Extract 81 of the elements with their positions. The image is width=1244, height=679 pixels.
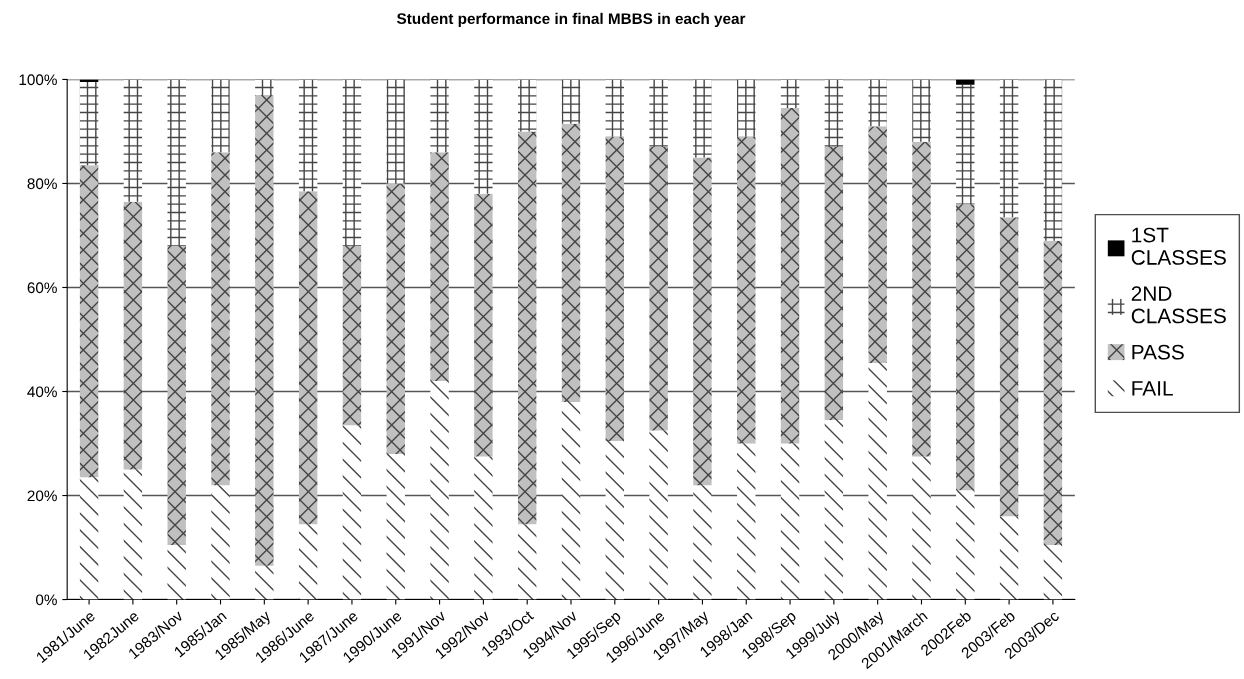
bar: [342, 79, 362, 246]
bar: [649, 147, 668, 431]
bar: [79, 82, 99, 166]
y-tick-label: 60%: [27, 282, 57, 294]
bar: [211, 152, 230, 486]
bar: [1043, 240, 1063, 545]
bar: [824, 420, 844, 600]
bar: [912, 456, 931, 600]
bar: [79, 477, 99, 600]
bar: [737, 443, 756, 600]
bar: [693, 485, 712, 600]
bar: [386, 183, 405, 454]
bar: [211, 485, 230, 600]
y-tick-label: 80%: [27, 178, 57, 190]
bar: [255, 79, 274, 96]
bar: [167, 79, 186, 246]
y-tick-label: 40%: [27, 386, 57, 398]
bar: [430, 152, 449, 382]
bar: [255, 95, 274, 566]
bar: [123, 79, 143, 202]
legend-label: 1ST CLASSES: [1131, 227, 1226, 265]
bar: [605, 440, 625, 600]
bar: [167, 544, 186, 600]
bar: [298, 524, 318, 600]
bar: [999, 79, 1019, 218]
bar: [912, 141, 931, 457]
legend-label: FAIL: [1132, 381, 1173, 396]
bar: [561, 401, 581, 600]
bar: [342, 245, 362, 426]
bar: [999, 217, 1019, 517]
bar: [605, 79, 625, 137]
bar: [956, 490, 975, 600]
bar: [956, 204, 975, 491]
bar: [956, 79, 975, 85]
bar: [123, 469, 143, 600]
bar: [780, 108, 800, 444]
bar: [868, 126, 887, 363]
bar: [517, 131, 537, 525]
bar: [912, 79, 931, 142]
y-tick-label: 0%: [35, 594, 57, 606]
bar: [474, 79, 493, 194]
bar: [517, 79, 537, 132]
bar: [737, 79, 756, 137]
bar: [561, 123, 581, 402]
bar: [430, 79, 449, 153]
bar: [737, 136, 756, 444]
bar: [649, 430, 668, 600]
legend-label: 2ND CLASSES: [1131, 286, 1226, 324]
chart-title: Student performance in final MBBS in each year: [396, 12, 746, 28]
bar: [386, 453, 405, 600]
bar: [780, 79, 800, 109]
bar: [561, 79, 581, 124]
y-tick-label: 20%: [27, 490, 57, 502]
bar: [474, 193, 493, 457]
bar: [211, 79, 230, 153]
bar: [824, 79, 844, 148]
bar: [167, 245, 186, 545]
bar: [255, 565, 274, 600]
legend-label: PASS: [1132, 344, 1184, 360]
bar: [386, 79, 405, 184]
bar: [824, 147, 844, 421]
bar: [780, 443, 800, 600]
bar: [605, 136, 625, 441]
bar: [298, 79, 318, 192]
bar: [999, 516, 1019, 600]
bar: [868, 79, 887, 127]
y-tick-label: 100%: [19, 74, 57, 86]
bar: [1043, 544, 1063, 600]
bar: [342, 425, 362, 600]
bar: [868, 362, 887, 600]
bar: [1043, 79, 1063, 241]
bar: [649, 79, 668, 148]
bar: [517, 524, 537, 600]
bar: [430, 381, 449, 600]
bar: [79, 165, 99, 478]
bar: [956, 84, 975, 205]
bar: [693, 157, 712, 486]
bar: [693, 79, 712, 158]
bar: [298, 191, 318, 525]
bar: [474, 456, 493, 600]
bar: [123, 201, 143, 470]
